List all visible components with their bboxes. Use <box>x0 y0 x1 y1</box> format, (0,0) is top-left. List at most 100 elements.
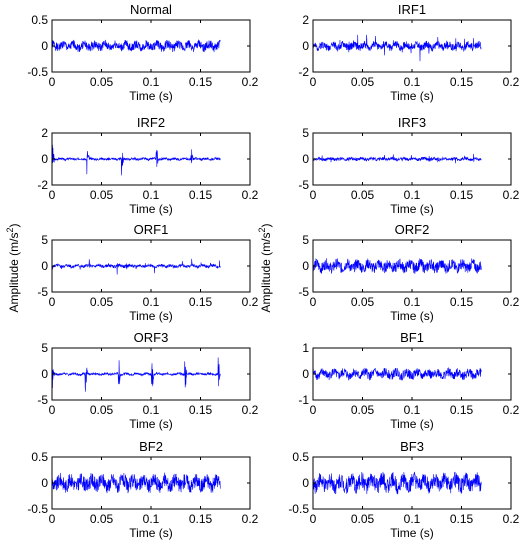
x-tick-label: 0.15 <box>189 188 213 202</box>
x-tick-label: 0.15 <box>189 403 213 417</box>
signal-line <box>51 39 221 53</box>
y-tick-label: 0.5 <box>31 13 48 27</box>
y-tick-label: -0.5 <box>27 502 48 516</box>
x-axis-label: Time (s) <box>129 417 173 431</box>
x-axis-label: Time (s) <box>129 309 173 323</box>
y-tick-label: -5 <box>298 178 309 192</box>
signal-line <box>312 367 482 381</box>
x-tick-label: 0.05 <box>90 75 114 89</box>
panel-title: BF1 <box>400 330 424 345</box>
x-tick-label: 0.05 <box>351 75 375 89</box>
signal-line <box>312 34 482 62</box>
panel-title: ORF2 <box>395 222 430 237</box>
x-tick-label: 0.05 <box>90 512 114 526</box>
x-tick-label: 0 <box>49 295 56 309</box>
x-tick-label: 0.2 <box>242 75 259 89</box>
y-tick-label: 0 <box>41 259 48 273</box>
y-tick-label: 0 <box>41 367 48 381</box>
x-tick-label: 0 <box>49 75 56 89</box>
x-axis-label: Time (s) <box>390 309 434 323</box>
x-axis-label: Time (s) <box>390 417 434 431</box>
y-tick-label: 0 <box>41 39 48 53</box>
x-tick-label: 0.15 <box>450 403 474 417</box>
x-tick-label: 0.2 <box>503 403 520 417</box>
signal-line <box>51 357 221 392</box>
y-tick-label: 5 <box>302 126 309 140</box>
signal-line <box>51 472 221 494</box>
x-axis-label: Time (s) <box>390 202 434 216</box>
y-tick-label: 0 <box>302 367 309 381</box>
panel-title: ORF1 <box>134 222 169 237</box>
x-tick-label: 0.05 <box>90 403 114 417</box>
y-tick-label: -5 <box>37 285 48 299</box>
panel-title: BF2 <box>139 439 163 454</box>
y-tick-label: 0.5 <box>292 450 309 464</box>
y-tick-label: -2 <box>37 178 48 192</box>
left-ylabel: Amplitude (m/s2) <box>5 223 21 312</box>
x-axis-label: Time (s) <box>129 526 173 540</box>
x-tick-label: 0.05 <box>351 295 375 309</box>
x-tick-label: 0.15 <box>450 188 474 202</box>
x-tick-label: 0.1 <box>404 512 421 526</box>
x-tick-label: 0 <box>49 188 56 202</box>
x-tick-label: 0.2 <box>503 75 520 89</box>
x-tick-label: 0.1 <box>143 295 160 309</box>
x-tick-label: 0.1 <box>404 188 421 202</box>
signal-line <box>312 153 482 164</box>
x-tick-label: 0.1 <box>404 75 421 89</box>
y-tick-label: 0 <box>302 39 309 53</box>
x-tick-label: 0.1 <box>143 75 160 89</box>
x-tick-label: 0 <box>310 295 317 309</box>
y-tick-label: 2 <box>302 13 309 27</box>
y-tick-label: 1 <box>302 341 309 355</box>
x-tick-label: 0 <box>49 512 56 526</box>
y-tick-label: 0 <box>41 476 48 490</box>
panel-title: BF3 <box>400 439 424 454</box>
left-ylabel-main: Amplitude (m/s <box>7 232 21 312</box>
x-tick-label: 0 <box>49 403 56 417</box>
signal-line <box>312 258 482 275</box>
x-tick-label: 0.1 <box>143 188 160 202</box>
x-tick-label: 0.15 <box>450 295 474 309</box>
signal-line <box>51 142 221 176</box>
y-tick-label: 2 <box>41 126 48 140</box>
x-tick-label: 0.1 <box>404 403 421 417</box>
right-ylabel: Amplitude (m/s2) <box>257 223 273 312</box>
x-tick-label: 0 <box>310 403 317 417</box>
x-tick-label: 0.2 <box>503 188 520 202</box>
right-ylabel-main: Amplitude (m/s <box>259 232 273 312</box>
x-tick-label: 0.15 <box>450 75 474 89</box>
x-tick-label: 0 <box>310 188 317 202</box>
y-tick-label: -0.5 <box>288 502 309 516</box>
x-tick-label: 0.05 <box>351 512 375 526</box>
x-tick-label: 0.2 <box>242 188 259 202</box>
x-tick-label: 0 <box>310 75 317 89</box>
right-ylabel-sup: 2 <box>257 227 267 232</box>
panel-title: IRF1 <box>398 2 426 17</box>
left-ylabel-close: ) <box>7 223 21 227</box>
panel-title: IRF3 <box>398 115 426 130</box>
y-tick-label: 0 <box>302 476 309 490</box>
signal-line <box>312 471 482 495</box>
x-tick-label: 0.15 <box>450 512 474 526</box>
y-tick-label: 0.5 <box>31 450 48 464</box>
x-tick-label: 0.2 <box>503 512 520 526</box>
x-axis-label: Time (s) <box>129 202 173 216</box>
x-tick-label: 0.1 <box>143 512 160 526</box>
x-axis-label: Time (s) <box>129 89 173 103</box>
x-tick-label: 0.2 <box>242 295 259 309</box>
y-tick-label: 5 <box>41 341 48 355</box>
x-tick-label: 0.2 <box>242 403 259 417</box>
x-tick-label: 0.05 <box>90 188 114 202</box>
left-ylabel-sup: 2 <box>5 227 15 232</box>
panel-title: IRF2 <box>137 115 165 130</box>
y-tick-label: 0 <box>41 152 48 166</box>
